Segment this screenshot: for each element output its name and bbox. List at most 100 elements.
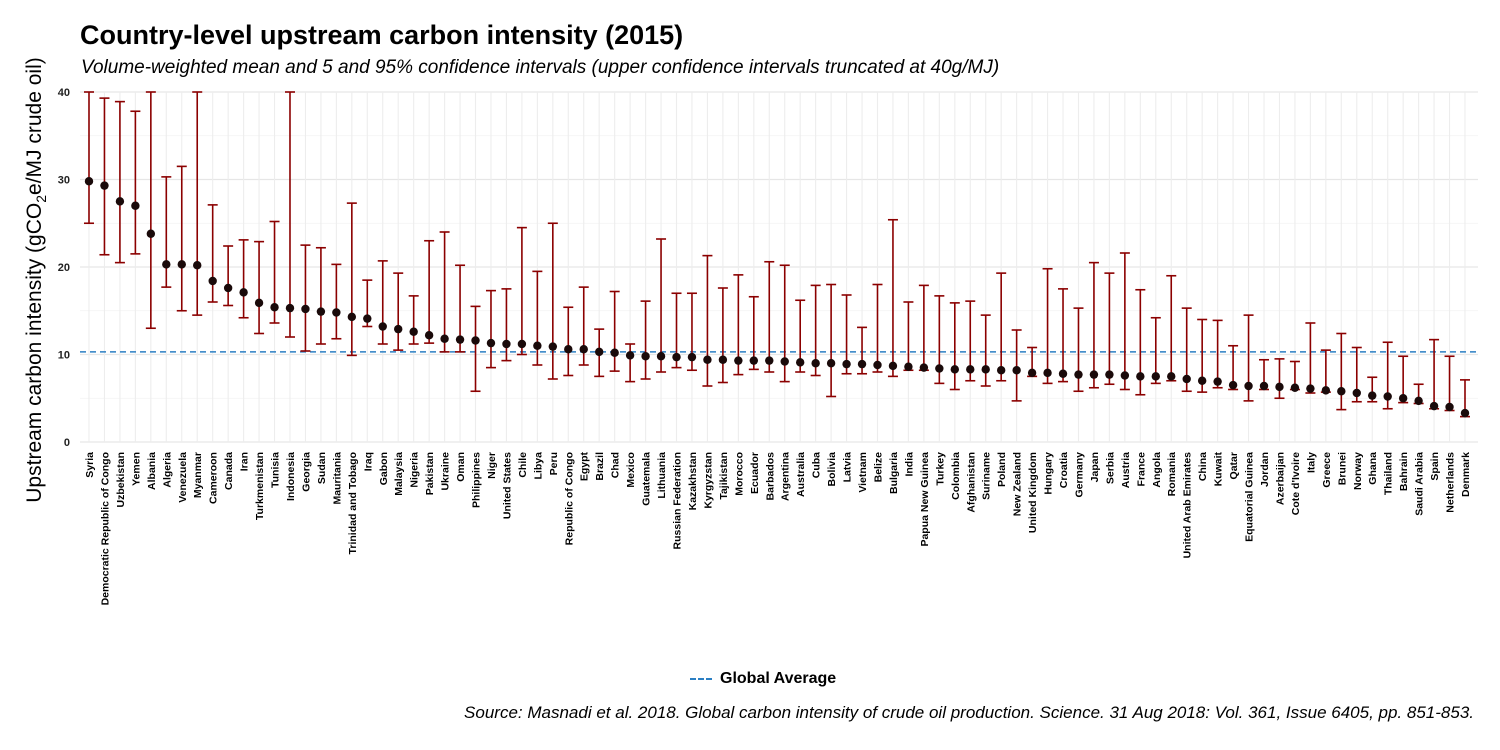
data-point: [1074, 370, 1083, 379]
data-point: [888, 361, 898, 371]
x-tick-label: Republic of Congo: [563, 452, 575, 545]
y-tick-label: 0: [64, 437, 70, 449]
x-tick-label: Ghana: [1367, 452, 1379, 485]
data-point: [656, 352, 666, 361]
x-tick-label: Brazil: [594, 452, 606, 481]
data-point: [146, 229, 156, 238]
x-tick-label: Nigeria: [409, 452, 421, 488]
data-point: [424, 331, 434, 340]
data-point: [857, 359, 867, 369]
data-point: [100, 181, 109, 190]
data-point: [1383, 392, 1392, 401]
x-tick-label: Pakistan: [424, 452, 436, 495]
data-point: [409, 327, 418, 336]
x-tick-label: Egypt: [579, 452, 591, 482]
x-tick-label: Poland: [996, 452, 1008, 487]
source-caption: Source: Masnadi et al. 2018. Global carb…: [464, 703, 1474, 722]
data-point: [394, 324, 403, 334]
data-point: [842, 359, 851, 369]
x-tick-label: Trinidad and Tobago: [347, 452, 359, 554]
x-tick-label: Angola: [1151, 452, 1163, 488]
legend: Global Average: [690, 670, 836, 688]
x-tick-labels: Syria Democratic Republic of Congo Uzbekis…: [84, 452, 1472, 606]
x-tick-label: Bahrain: [1398, 452, 1410, 491]
x-tick-label: Japan: [1089, 452, 1101, 482]
data-point: [718, 355, 728, 364]
x-tick-label: Turkey: [934, 452, 946, 486]
x-tick-label: New Zealand: [1012, 452, 1024, 516]
chart-plot: 0 10 20 30 40 Syria Democratic Republic of Co…: [58, 87, 1478, 606]
data-point: [1398, 394, 1408, 403]
x-tick-label: Equatorial Guinea: [1244, 452, 1256, 542]
y-tick-labels: 0 10 20 30 40: [58, 87, 70, 449]
x-tick-label: Greece: [1321, 452, 1333, 488]
data-point: [239, 288, 248, 297]
data-point: [1043, 368, 1052, 378]
x-tick-label: Ecuador: [749, 452, 761, 494]
data-point: [1429, 401, 1439, 411]
x-tick-label: Papua New Guinea: [919, 452, 931, 547]
data-point: [455, 335, 465, 344]
x-tick-label: Bolivia: [826, 452, 838, 487]
data-point: [1151, 372, 1160, 381]
x-tick-label: Oman: [455, 452, 467, 482]
x-tick-label: Netherlands: [1445, 452, 1457, 513]
data-point: [672, 352, 681, 362]
data-point: [1352, 388, 1361, 398]
data-point: [332, 308, 341, 317]
x-tick-label: Georgia: [300, 452, 312, 492]
x-tick-label: Ukraine: [440, 452, 452, 491]
x-tick-label: Vietnam: [857, 452, 869, 493]
data-point: [548, 342, 558, 351]
x-tick-label: Croatia: [1058, 452, 1070, 488]
data-point: [162, 260, 171, 269]
x-tick-label: Barbados: [764, 452, 776, 501]
data-point: [1089, 370, 1099, 379]
x-tick-label: Suriname: [981, 452, 993, 500]
data-point: [223, 283, 233, 293]
x-tick-label: China: [1197, 452, 1209, 481]
data-point: [1136, 372, 1145, 381]
data-point: [1105, 370, 1114, 379]
x-tick-label: Tunisia: [270, 452, 282, 488]
x-tick-label: United States: [501, 452, 513, 519]
data-point: [641, 352, 650, 361]
data-point: [363, 314, 372, 323]
y-tick-label: 30: [58, 175, 70, 187]
data-point: [1414, 396, 1423, 406]
x-tick-label: India: [903, 452, 915, 477]
x-tick-label: Albania: [146, 452, 158, 490]
x-tick-label: Philippines: [471, 452, 483, 508]
x-tick-label: United Kingdom: [1027, 452, 1039, 533]
data-point: [1182, 374, 1191, 384]
x-tick-label: Libya: [532, 452, 544, 480]
x-tick-label: Cote d'Ivoire: [1290, 452, 1302, 515]
x-tick-label: Thailand: [1383, 452, 1395, 495]
data-point: [471, 336, 480, 345]
legend-label: Global Average: [720, 670, 837, 687]
data-point: [316, 307, 326, 316]
data-point: [734, 356, 743, 365]
x-tick-label: Australia: [795, 452, 807, 497]
data-point: [935, 364, 944, 373]
data-point: [1368, 391, 1377, 400]
x-tick-label: Syria: [84, 452, 96, 478]
chart-subtitle: Volume-weighted mean and 5 and 95% confi…: [81, 57, 1000, 78]
x-tick-label: Gabon: [378, 452, 390, 485]
x-tick-label: Azerbaijan: [1274, 452, 1286, 505]
data-point: [533, 341, 542, 350]
x-tick-label: Chile: [517, 452, 529, 478]
data-point: [440, 334, 449, 343]
x-tick-label: Colombia: [950, 452, 962, 500]
x-tick-label: Spain: [1429, 452, 1441, 481]
y-tick-label: 10: [58, 350, 70, 362]
x-tick-label: Niger: [486, 452, 498, 479]
x-tick-label: Sudan: [316, 452, 328, 484]
data-point: [749, 356, 759, 365]
data-point: [579, 345, 588, 354]
x-tick-label: Serbia: [1104, 452, 1116, 484]
data-point: [1244, 381, 1253, 391]
x-tick-label: Jordan: [1259, 452, 1271, 487]
x-tick-label: Algeria: [161, 452, 173, 488]
data-point: [1290, 383, 1300, 392]
